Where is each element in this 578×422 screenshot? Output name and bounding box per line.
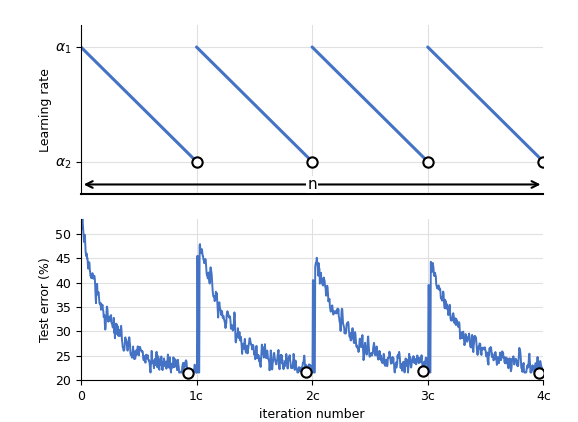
- X-axis label: iteration number: iteration number: [260, 408, 365, 421]
- Y-axis label: Learning rate: Learning rate: [39, 68, 52, 151]
- Point: [192, 158, 201, 165]
- Point: [301, 369, 310, 376]
- Point: [534, 369, 543, 376]
- Text: n: n: [307, 177, 317, 192]
- Point: [307, 158, 317, 165]
- Point: [539, 158, 548, 165]
- Point: [183, 369, 192, 376]
- Point: [418, 368, 428, 374]
- Y-axis label: Test error (%): Test error (%): [39, 257, 53, 342]
- Point: [423, 158, 432, 165]
